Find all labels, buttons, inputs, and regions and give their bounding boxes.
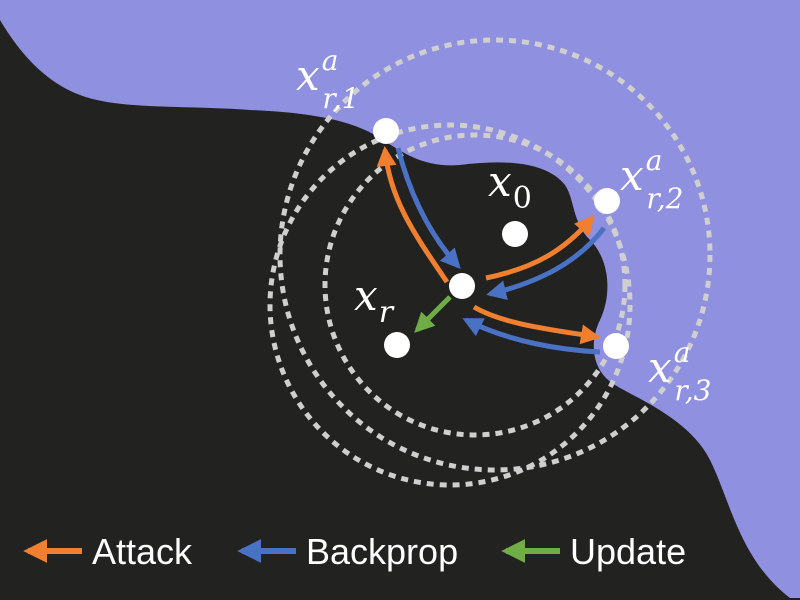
backprop-arrow-3 — [462, 317, 601, 355]
attack-arrow-3 — [472, 304, 601, 345]
label-x0: x0 — [488, 157, 532, 216]
point-x-r2-adv — [594, 188, 620, 214]
label-x-r1-adv: xa r,1 — [296, 44, 359, 115]
legend: Attack Backprop Update — [23, 531, 686, 572]
legend-backprop-label: Backprop — [306, 531, 458, 572]
dotted-circle-outer — [277, 37, 713, 473]
point-x-r3-adv — [603, 333, 629, 359]
point-x-r1-adv — [373, 118, 399, 144]
attack-arrow-1 — [376, 146, 450, 284]
label-x-r2-adv: xa r,2 — [620, 144, 683, 215]
update-arrow — [414, 295, 452, 333]
point-center — [449, 273, 475, 299]
attack-arrow-2 — [485, 214, 595, 281]
dotted-circle-middle — [322, 132, 628, 438]
backprop-arrow-2 — [486, 226, 606, 300]
legend-item-update: Update — [501, 531, 686, 572]
legend-attack-label: Attack — [92, 531, 193, 572]
label-x-r3-adv: xa r,3 — [648, 336, 711, 407]
point-x0 — [502, 221, 528, 247]
legend-item-backprop: Backprop — [237, 531, 458, 572]
backprop-arrow-1 — [395, 147, 461, 269]
dotted-circle-inner — [267, 122, 633, 488]
legend-item-attack: Attack — [23, 531, 193, 572]
point-xr — [384, 332, 410, 358]
legend-update-label: Update — [570, 531, 686, 572]
label-xr: xr — [354, 271, 395, 330]
